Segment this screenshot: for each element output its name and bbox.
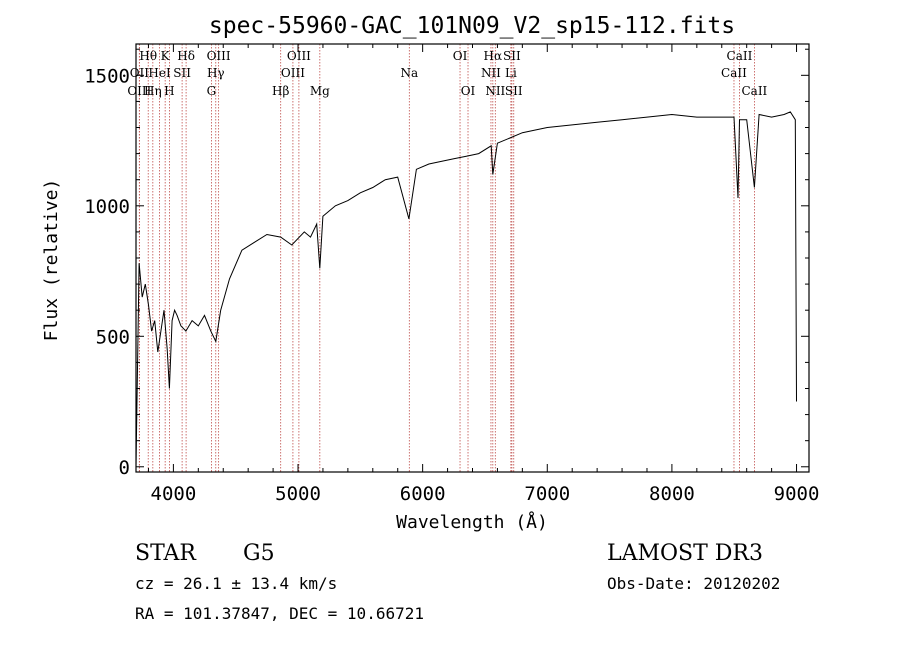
y-tick-label: 0 [119,457,130,479]
chart-title: spec-55960-GAC_101N09_V2_sp15-112.fits [209,13,735,39]
y-tick-label: 1000 [84,196,130,218]
spectral-line-label: CaII [727,49,753,63]
spectral-line-label: Hγ [207,66,225,80]
survey-name: LAMOST DR3 [607,541,763,566]
y-axis-label: Flux (relative) [41,179,62,342]
x-axis-label: Wavelength (Å) [396,511,548,533]
spectral-line-label: SII [173,66,191,80]
redshift-velocity: cz = 26.1 ± 13.4 km/s [135,574,337,593]
x-tick-label: 9000 [774,483,820,505]
spectral-line-label: Hη [144,84,162,98]
x-tick-label: 8000 [649,483,695,505]
spectral-line-label: Na [400,66,418,80]
spectral-line-label: CaII [741,84,767,98]
spectral-line-label: CaII [721,66,747,80]
y-tick-label: 500 [96,326,130,348]
object-class: STAR [135,541,197,566]
y-tick-label: 1500 [84,65,130,87]
spectral-line-label: OI [453,49,468,63]
object-subclass: G5 [243,541,275,566]
spectral-line-label: Li [505,66,517,80]
x-tick-label: 6000 [400,483,446,505]
spectral-line-label: HeI [148,66,171,80]
spectral-line-label: OIII [127,84,151,98]
spectral-line-label: G [207,84,217,98]
plot-frame [135,43,810,473]
spectral-line-label: OIII [287,49,311,63]
x-tick-label: 4000 [151,483,197,505]
spectral-line-label: SII [503,49,521,63]
spectral-line-label: Hβ [272,84,289,98]
x-axis-ticks: 4000 5000 6000 7000 8000 9000 [147,44,820,505]
spectral-line-label: NII [485,84,505,98]
spectral-line-label: OIII [207,49,231,63]
spectral-line-label: OII [130,66,150,80]
spectral-line-label: H [164,84,174,98]
x-tick-label: 7000 [524,483,570,505]
spectral-line-label: K [161,49,171,63]
spectral-line-label: Hθ [139,49,157,63]
spectral-line-label: NII [481,66,501,80]
spectral-line-label: Hδ [177,49,195,63]
observation-date: Obs-Date: 20120202 [607,574,780,593]
y-axis-ticks: 0 500 1000 1500 [84,48,809,479]
spectral-line-label: OI [461,84,476,98]
x-tick-label: 5000 [275,483,321,505]
spectral-line-label: Hα [484,49,503,63]
spectral-line-label: SII [505,84,523,98]
spectral-line-label: OIII [281,66,305,80]
spectral-line-label: Mg [310,84,330,98]
spectrum-series-line [135,111,797,467]
coordinates: RA = 101.37847, DEC = 10.66721 [135,604,424,623]
spectral-lines [138,44,755,472]
